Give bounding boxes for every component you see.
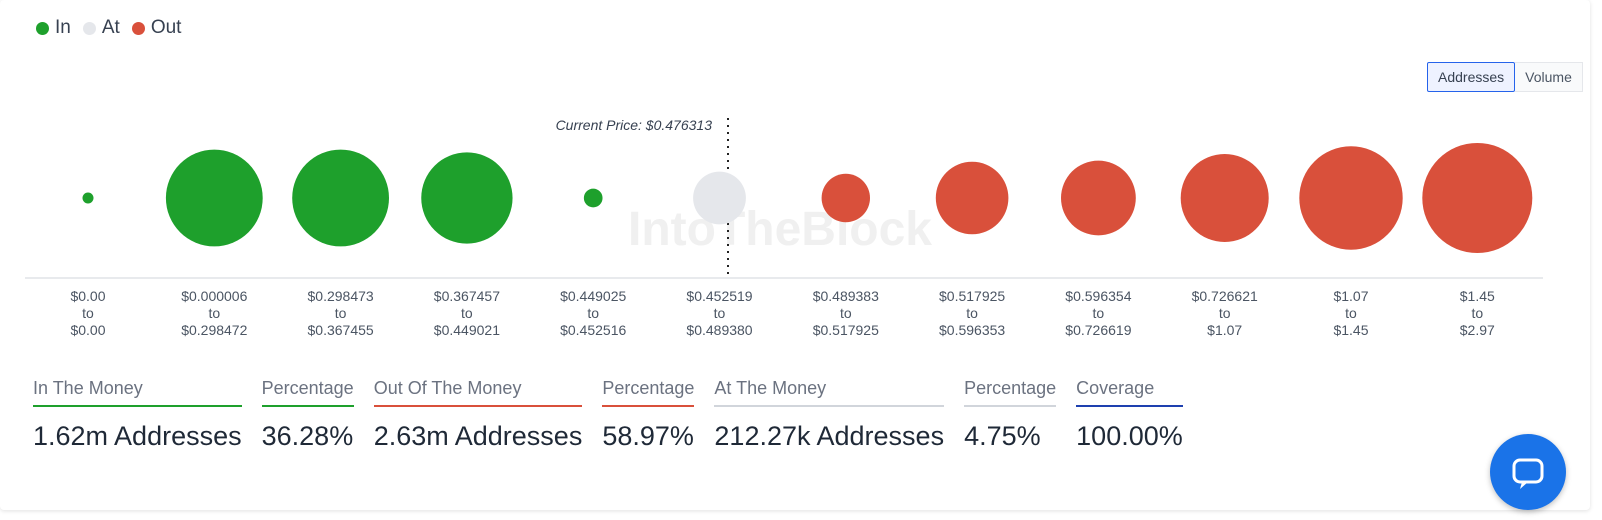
- tick-label-to-word: to: [208, 305, 220, 321]
- chat-bubble-icon: [1512, 458, 1544, 489]
- addresses-toggle-button[interactable]: Addresses: [1427, 62, 1516, 92]
- tick-label-to: $0.367455: [308, 322, 374, 338]
- tick-label-from: $0.449025: [560, 288, 626, 304]
- legend-item-out[interactable]: Out: [131, 17, 182, 39]
- bubble-out[interactable]: [821, 173, 870, 223]
- tick-labels-group: $0.00to$0.00$0.000006to$0.298472$0.29847…: [70, 288, 1495, 338]
- tick-label-to: $0.726619: [1065, 322, 1131, 338]
- stat-label: Coverage: [1076, 378, 1183, 407]
- bubble-at[interactable]: [693, 171, 746, 225]
- stat-2: Out Of The Money 2.63m Addresses: [373, 378, 583, 452]
- tick-label-to: $1.07: [1207, 322, 1242, 338]
- tick-label-to-word: to: [714, 305, 726, 321]
- tick-label-to: $2.97: [1460, 322, 1495, 338]
- bubbles-group: [82, 143, 1533, 253]
- legend-item-at[interactable]: At: [82, 17, 120, 39]
- legend-dot-out: [131, 21, 145, 35]
- bubble-out[interactable]: [1061, 160, 1136, 236]
- tick-label-to: $0.452516: [560, 322, 626, 338]
- bubble-in[interactable]: [421, 152, 513, 244]
- volume-toggle-button[interactable]: Volume: [1515, 62, 1583, 92]
- tick-label-from: $1.45: [1460, 288, 1495, 304]
- stat-label: Percentage: [964, 378, 1057, 407]
- tick-label-from: $0.298473: [308, 288, 374, 304]
- stat-value: 36.28%: [261, 421, 354, 451]
- tick-label-to-word: to: [840, 305, 852, 321]
- stat-0: In The Money 1.62m Addresses: [33, 378, 242, 452]
- stat-3: Percentage 58.97%: [602, 378, 695, 452]
- stat-label: At The Money: [714, 378, 945, 407]
- stat-value: 2.63m Addresses: [373, 421, 583, 451]
- stat-value: 1.62m Addresses: [33, 421, 242, 451]
- tick-label-to-word: to: [587, 305, 599, 321]
- stat-value: 100.00%: [1076, 421, 1183, 451]
- tick-label-from: $1.07: [1333, 288, 1368, 304]
- bubble-in[interactable]: [165, 149, 263, 247]
- chart-legend: In At Out: [36, 17, 181, 39]
- current-price-label: Current Price: $0.476313: [556, 117, 713, 133]
- bubble-out[interactable]: [935, 161, 1009, 235]
- stat-6: Coverage 100.00%: [1076, 378, 1183, 452]
- tick-label-to-word: to: [461, 305, 473, 321]
- tick-label-from: $0.452519: [686, 288, 752, 304]
- tick-label-to: $0.517925: [813, 322, 879, 338]
- legend-label-at: At: [101, 17, 120, 38]
- tick-label-to: $0.449021: [434, 322, 500, 338]
- stat-4: At The Money 212.27k Addresses: [714, 378, 945, 452]
- stat-value: 4.75%: [964, 421, 1041, 451]
- tick-label-to: $0.596353: [939, 322, 1005, 338]
- tick-label-to: $1.45: [1333, 322, 1368, 338]
- tick-label-to: $0.298472: [181, 322, 247, 338]
- stat-label: Out Of The Money: [373, 378, 583, 407]
- chart-card: In At Out Addresses Volume IntoTheBlock …: [25, 17, 1583, 510]
- bubble-in[interactable]: [292, 149, 389, 247]
- legend-item-in[interactable]: In: [36, 17, 71, 39]
- tick-label-from: $0.596354: [1065, 288, 1131, 304]
- metric-toggle: Addresses Volume: [1427, 62, 1583, 92]
- legend-dot-in: [36, 21, 49, 35]
- bubble-out[interactable]: [1180, 154, 1269, 242]
- chat-support-button[interactable]: [1490, 434, 1566, 510]
- legend-dot-at: [82, 21, 96, 35]
- legend-label-out: Out: [150, 17, 182, 38]
- tick-label-from: $0.489383: [813, 288, 879, 304]
- tick-label-from: $0.367457: [434, 288, 500, 304]
- stat-5: Percentage 4.75%: [964, 378, 1057, 452]
- tick-label-from: $0.00: [70, 288, 105, 304]
- bubble-chart: IntoTheBlock Current Price: $0.476313 $0…: [25, 117, 1543, 338]
- stat-value: 212.27k Addresses: [714, 421, 945, 451]
- tick-label-to: $0.489380: [686, 322, 752, 338]
- stats-row: In The Money 1.62m Addresses Percentage 36.…: [33, 378, 1203, 452]
- tick-label-to-word: to: [1471, 305, 1483, 321]
- stat-value: 58.97%: [602, 421, 694, 451]
- stat-1: Percentage 36.28%: [261, 378, 354, 452]
- bubble-in[interactable]: [82, 192, 94, 204]
- bubble-out[interactable]: [1422, 143, 1533, 253]
- tick-label-from: $0.517925: [939, 288, 1005, 304]
- stat-label: Percentage: [602, 378, 695, 407]
- stat-label: In The Money: [33, 378, 242, 407]
- bubble-in[interactable]: [583, 188, 603, 208]
- tick-label-to-word: to: [1345, 305, 1357, 321]
- tick-label-from: $0.726621: [1192, 288, 1258, 304]
- legend-label-in: In: [55, 17, 71, 38]
- tick-label-to-word: to: [335, 305, 347, 321]
- tick-label-to-word: to: [1093, 305, 1105, 321]
- tick-label-to-word: to: [1219, 305, 1231, 321]
- stat-label: Percentage: [261, 378, 354, 407]
- tick-label-to-word: to: [82, 305, 94, 321]
- tick-label-from: $0.000006: [181, 288, 247, 304]
- watermark-text: IntoTheBlock: [628, 203, 932, 256]
- tick-label-to: $0.00: [70, 322, 105, 338]
- tick-label-to-word: to: [966, 305, 978, 321]
- bubble-out[interactable]: [1299, 146, 1403, 250]
